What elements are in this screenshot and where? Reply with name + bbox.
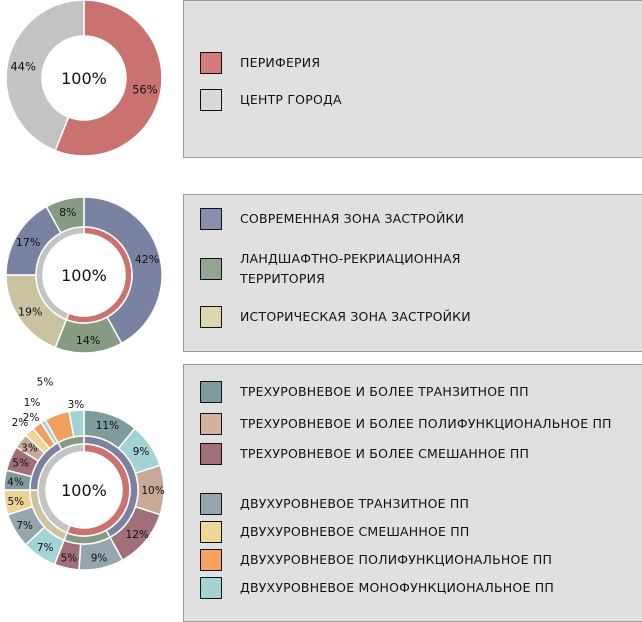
slice-label: 5% <box>37 377 54 389</box>
legend-label: ТРЕХУРОВНЕВОЕ И БОЛЕЕ ТРАНЗИТНОЕ ПП <box>240 384 529 399</box>
legend-panel-location: ПЕРИФЕРИЯ ЦЕНТР ГОРОДА <box>183 0 642 158</box>
legend-item-historical-zone: ИСТОРИЧЕСКАЯ ЗОНА ЗАСТРОЙКИ <box>200 306 471 328</box>
legend-swatch <box>200 577 222 599</box>
donut-charts-area: 56% 44% 100% 42% 14% 19% 17% 8% 100% 11% 9% 10% 12% 9… <box>3 0 165 571</box>
legend-label: ИСТОРИЧЕСКАЯ ЗОНА ЗАСТРОЙКИ <box>240 309 471 324</box>
donut-chart-1: 56% 44% 100% <box>5 0 163 157</box>
legend-item-two-level-monofunctional: ДВУХУРОВНЕВОЕ МОНОФУНКЦИОНАЛЬНОЕ ПП <box>200 577 554 599</box>
legend-swatch <box>200 443 222 465</box>
legend-swatch <box>200 258 222 280</box>
donut-center-label: 100% <box>61 266 107 285</box>
slice-label: 14% <box>76 334 100 347</box>
slice-label: 3% <box>21 443 38 455</box>
legend-swatch <box>200 89 222 111</box>
slice-label: 42% <box>135 253 159 266</box>
legend-swatch <box>200 381 222 403</box>
legend-label: СОВРЕМЕННАЯ ЗОНА ЗАСТРОЙКИ <box>240 211 465 226</box>
slice-label: 4% <box>7 476 24 488</box>
donut-slice <box>54 0 163 157</box>
slice-label: 10% <box>141 485 164 497</box>
slice-label: 19% <box>18 306 42 319</box>
slice-label: 7% <box>16 520 33 532</box>
slice-label: 17% <box>16 236 40 249</box>
legend-item-modern-zone: СОВРЕМЕННАЯ ЗОНА ЗАСТРОЙКИ <box>200 208 464 230</box>
slice-label: 1% <box>24 397 41 409</box>
legend-panel-transport: ТРЕХУРОВНЕВОЕ И БОЛЕЕ ТРАНЗИТНОЕ ПП ТРЕХ… <box>183 364 642 622</box>
slice-label: 12% <box>126 529 149 541</box>
slice-label: 7% <box>37 542 54 554</box>
donut-chart-2: 42% 14% 19% 17% 8% 100% <box>5 196 163 354</box>
donut-center-label: 100% <box>61 69 107 88</box>
legend-item-city-center: ЦЕНТР ГОРОДА <box>200 89 342 111</box>
legend-swatch <box>200 413 222 435</box>
legend-swatch <box>200 549 222 571</box>
legend-label: ДВУХУРОВНЕВОЕ ПОЛИФУНКЦИОНАЛЬНОЕ ПП <box>240 552 553 567</box>
donut-slice <box>35 226 85 321</box>
legend-label: ЦЕНТР ГОРОДА <box>240 92 342 107</box>
donut-center-label: 100% <box>61 481 107 500</box>
slice-label: 5% <box>61 552 78 564</box>
legend-swatch <box>200 521 222 543</box>
legend-item-three-level-multifunctional: ТРЕХУРОВНЕВОЕ И БОЛЕЕ ПОЛИФУНКЦИОНАЛЬНОЕ… <box>200 413 612 435</box>
slice-label: 3% <box>68 399 85 411</box>
legend-item-three-level-mixed: ТРЕХУРОВНЕВОЕ И БОЛЕЕ СМЕШАННОЕ ПП <box>200 443 529 465</box>
slice-label: 44% <box>10 59 36 73</box>
legend-item-landscape-zone: ЛАНДШАФТНО-РЕКРИАЦИОННАЯ ТЕРРИТОРИЯ <box>200 249 500 289</box>
donut-chart-3: 11% 9% 10% 12% 9% 5% 7% 7% 5% 4% 5% 3% 2%2% 1% 5% 3% 100… <box>3 377 165 571</box>
slice-label: 2% <box>23 412 40 424</box>
legend-item-two-level-multifunctional: ДВУХУРОВНЕВОЕ ПОЛИФУНКЦИОНАЛЬНОЕ ПП <box>200 549 552 571</box>
legend-label: ДВУХУРОВНЕВОЕ СМЕШАННОЕ ПП <box>240 524 470 539</box>
slice-label: 9% <box>91 552 108 564</box>
legend-label: ПЕРИФЕРИЯ <box>240 55 321 70</box>
legend-label: ТРЕХУРОВНЕВОЕ И БОЛЕЕ СМЕШАННОЕ ПП <box>240 446 530 461</box>
legend-item-two-level-mixed: ДВУХУРОВНЕВОЕ СМЕШАННОЕ ПП <box>200 521 470 543</box>
legend-swatch <box>200 306 222 328</box>
legend-label: ДВУХУРОВНЕВОЕ МОНОФУНКЦИОНАЛЬНОЕ ПП <box>240 580 554 595</box>
legend-item-periphery: ПЕРИФЕРИЯ <box>200 52 320 74</box>
slice-label: 2% <box>12 417 29 429</box>
slice-label: 11% <box>96 420 119 432</box>
slice-label: 8% <box>59 206 76 219</box>
legend-swatch <box>200 208 222 230</box>
legend-item-three-level-transit: ТРЕХУРОВНЕВОЕ И БОЛЕЕ ТРАНЗИТНОЕ ПП <box>200 381 529 403</box>
slice-label: 5% <box>7 496 24 508</box>
slice-label: 56% <box>132 83 158 97</box>
legend-label: ТРЕХУРОВНЕВОЕ И БОЛЕЕ ПОЛИФУНКЦИОНАЛЬНОЕ… <box>240 416 612 431</box>
legend-label: ДВУХУРОВНЕВОЕ ТРАНЗИТНОЕ ПП <box>240 496 470 511</box>
donut-slice <box>5 0 85 152</box>
legend-panel-zones: СОВРЕМЕННАЯ ЗОНА ЗАСТРОЙКИ ЛАНДШАФТНО-РЕ… <box>183 194 642 352</box>
legend-item-two-level-transit: ДВУХУРОВНЕВОЕ ТРАНЗИТНОЕ ПП <box>200 493 469 515</box>
donut-slice <box>37 443 85 534</box>
slice-label: 9% <box>133 446 150 458</box>
slice-label: 5% <box>12 458 29 470</box>
legend-label: ЛАНДШАФТНО-РЕКРИАЦИОННАЯ ТЕРРИТОРИЯ <box>240 251 461 286</box>
legend-swatch <box>200 493 222 515</box>
legend-swatch <box>200 52 222 74</box>
